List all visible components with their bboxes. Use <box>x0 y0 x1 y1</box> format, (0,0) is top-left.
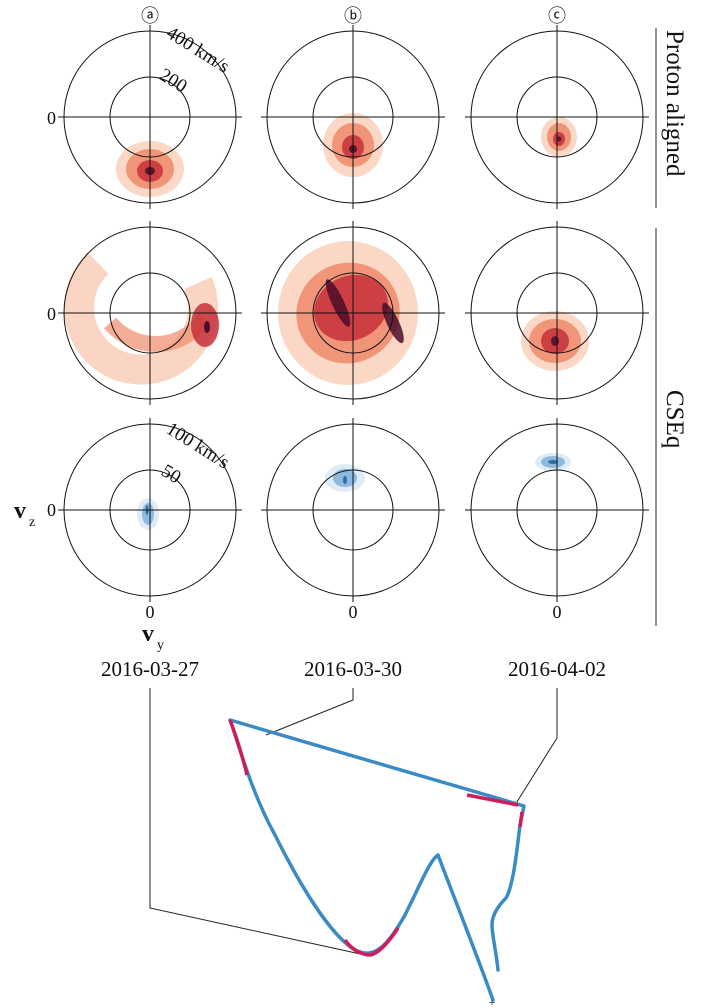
leader-line-3 <box>514 688 558 806</box>
trajectory-path <box>228 718 526 1002</box>
trajectory-start-marker: + <box>489 995 496 1008</box>
zero-label-col1: 0 <box>146 602 155 622</box>
distribution-blob <box>548 460 558 464</box>
vz-axis-label: v z <box>14 498 35 530</box>
vz-symbol: v <box>14 498 26 524</box>
vy-subscript: y <box>157 638 164 653</box>
vz-subscript: z <box>29 515 35 530</box>
polar-plot-r3-c2 <box>261 418 445 602</box>
polar-plot-r2-c2 <box>261 221 445 405</box>
zero-label-row2: 0 <box>47 304 56 324</box>
zero-label-row1: 0 <box>47 108 56 128</box>
vy-symbol: v <box>142 621 154 647</box>
trajectory-highlight-1 <box>228 719 249 776</box>
zero-label-row3: 0 <box>47 500 56 520</box>
leader-line-2 <box>265 688 354 736</box>
trajectory-highlight-2 <box>466 793 519 807</box>
distribution-blob <box>64 252 219 385</box>
zero-label-col3: 0 <box>553 602 562 622</box>
polar-plot-r3-c3 <box>465 418 649 602</box>
column-label-c: ⓒ <box>548 6 566 26</box>
zero-label-col2: 0 <box>349 602 358 622</box>
polar-plot-r3-c1 <box>58 418 242 602</box>
column-label-b: ⓑ <box>344 6 362 26</box>
polar-plot-r2-c3 <box>465 221 649 405</box>
inner-ring-label-proton: 200 <box>155 64 190 97</box>
side-label-proton: Proton aligned <box>661 30 688 177</box>
date-label-2: 2016-03-30 <box>304 657 402 681</box>
trajectory-highlight-3 <box>518 811 524 828</box>
side-label-cseq: CSEq <box>661 390 688 449</box>
distribution-blob <box>343 476 347 484</box>
distribution-blob <box>142 503 154 525</box>
distribution-blob <box>556 136 562 142</box>
trajectory: + <box>228 718 526 1008</box>
distribution-blob <box>204 321 210 333</box>
polar-plot-r1-c3 <box>465 25 649 209</box>
polar-plot-r1-c1 <box>58 25 242 209</box>
polar-plot-r1-c2 <box>261 25 445 209</box>
vy-axis-label: v y <box>142 621 164 653</box>
date-label-3: 2016-04-02 <box>508 657 606 681</box>
polar-panels <box>58 25 649 602</box>
leader-line-1 <box>149 688 366 956</box>
date-label-1: 2016-03-27 <box>101 657 199 681</box>
distribution-blob <box>551 336 559 346</box>
distribution-blob <box>325 279 351 327</box>
column-label-a: ⓐ <box>141 6 159 26</box>
polar-plot-r2-c1 <box>58 221 242 405</box>
trajectory-highlight-4 <box>343 927 400 957</box>
